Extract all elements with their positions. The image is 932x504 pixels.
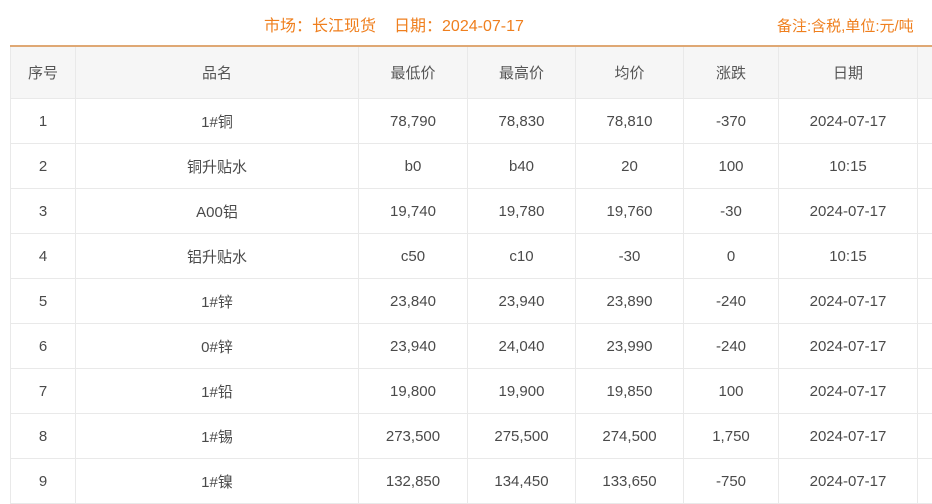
- high-price-cell: 275,500: [468, 414, 576, 459]
- row-number-cell: 2: [11, 144, 76, 189]
- change-cell: -240: [684, 279, 779, 324]
- row-number-cell: 5: [11, 279, 76, 324]
- table-header-row: 序号 品名 最低价 最高价 均价 涨跌 日期: [11, 46, 932, 99]
- date-cell: 10:15: [779, 234, 918, 279]
- low-price-cell: 23,840: [359, 279, 468, 324]
- table-row: 2 铜升贴水 b0 b40 20 100 10:15: [11, 144, 932, 189]
- avg-price-cell: 23,990: [576, 324, 684, 369]
- high-price-cell: 19,780: [468, 189, 576, 234]
- date-label: 日期：2024-07-17: [394, 18, 524, 35]
- change-cell: -240: [684, 324, 779, 369]
- avg-price-cell: 274,500: [576, 414, 684, 459]
- low-price-cell: 132,850: [359, 459, 468, 504]
- low-price-cell: 273,500: [359, 414, 468, 459]
- partial-cell-clipped: [918, 99, 932, 144]
- change-cell: -750: [684, 459, 779, 504]
- avg-price-cell: 23,890: [576, 279, 684, 324]
- change-cell: -370: [684, 99, 779, 144]
- avg-price-cell: 19,850: [576, 369, 684, 414]
- header-high: 最高价: [468, 46, 576, 99]
- partial-cell-clipped: [918, 414, 932, 459]
- low-price-cell: 19,800: [359, 369, 468, 414]
- table-row: 4 铝升贴水 c50 c10 -30 0 10:15: [11, 234, 932, 279]
- high-price-cell: 78,830: [468, 99, 576, 144]
- product-name-cell: A00铝: [76, 189, 359, 234]
- row-number-cell: 4: [11, 234, 76, 279]
- partial-cell-clipped: [918, 279, 932, 324]
- date-cell: 2024-07-17: [779, 369, 918, 414]
- high-price-cell: 24,040: [468, 324, 576, 369]
- header-avg: 均价: [576, 46, 684, 99]
- high-price-cell: c10: [468, 234, 576, 279]
- product-name-cell: 铝升贴水: [76, 234, 359, 279]
- change-cell: 100: [684, 144, 779, 189]
- date-cell: 10:15: [779, 144, 918, 189]
- date-cell: 2024-07-17: [779, 99, 918, 144]
- price-table: 序号 品名 最低价 最高价 均价 涨跌 日期 1 1#铜 78,790 78,8…: [10, 45, 932, 504]
- high-price-cell: 23,940: [468, 279, 576, 324]
- table-row: 5 1#锌 23,840 23,940 23,890 -240 2024-07-…: [11, 279, 932, 324]
- avg-price-cell: 78,810: [576, 99, 684, 144]
- product-name-cell: 铜升贴水: [76, 144, 359, 189]
- page-title: 市场：长江现货 日期：2024-07-17: [264, 12, 524, 36]
- change-cell: 0: [684, 234, 779, 279]
- table-row: 3 A00铝 19,740 19,780 19,760 -30 2024-07-…: [11, 189, 932, 234]
- table-row: 6 0#锌 23,940 24,040 23,990 -240 2024-07-…: [11, 324, 932, 369]
- partial-cell-clipped: [918, 459, 932, 504]
- product-name-cell: 1#铜: [76, 99, 359, 144]
- header-date: 日期: [779, 46, 918, 99]
- high-price-cell: b40: [468, 144, 576, 189]
- header-partial-clipped: [918, 46, 932, 99]
- product-name-cell: 1#铅: [76, 369, 359, 414]
- table-row: 7 1#铅 19,800 19,900 19,850 100 2024-07-1…: [11, 369, 932, 414]
- date-cell: 2024-07-17: [779, 189, 918, 234]
- avg-price-cell: 20: [576, 144, 684, 189]
- change-cell: -30: [684, 189, 779, 234]
- date-cell: 2024-07-17: [779, 414, 918, 459]
- table-row: 9 1#镍 132,850 134,450 133,650 -750 2024-…: [11, 459, 932, 504]
- table-row: 1 1#铜 78,790 78,830 78,810 -370 2024-07-…: [11, 99, 932, 144]
- date-cell: 2024-07-17: [779, 279, 918, 324]
- avg-price-cell: -30: [576, 234, 684, 279]
- date-cell: 2024-07-17: [779, 459, 918, 504]
- header-no: 序号: [11, 46, 76, 99]
- header-name: 品名: [76, 46, 359, 99]
- product-name-cell: 1#镍: [76, 459, 359, 504]
- low-price-cell: 78,790: [359, 99, 468, 144]
- partial-cell-clipped: [918, 324, 932, 369]
- partial-cell-clipped: [918, 144, 932, 189]
- change-cell: 100: [684, 369, 779, 414]
- row-number-cell: 9: [11, 459, 76, 504]
- row-number-cell: 6: [11, 324, 76, 369]
- high-price-cell: 134,450: [468, 459, 576, 504]
- low-price-cell: c50: [359, 234, 468, 279]
- header-change: 涨跌: [684, 46, 779, 99]
- partial-cell-clipped: [918, 189, 932, 234]
- row-number-cell: 7: [11, 369, 76, 414]
- avg-price-cell: 19,760: [576, 189, 684, 234]
- low-price-cell: b0: [359, 144, 468, 189]
- row-number-cell: 3: [11, 189, 76, 234]
- header-low: 最低价: [359, 46, 468, 99]
- product-name-cell: 1#锡: [76, 414, 359, 459]
- high-price-cell: 19,900: [468, 369, 576, 414]
- row-number-cell: 1: [11, 99, 76, 144]
- low-price-cell: 23,940: [359, 324, 468, 369]
- price-table-body: 1 1#铜 78,790 78,830 78,810 -370 2024-07-…: [11, 99, 932, 504]
- product-name-cell: 1#锌: [76, 279, 359, 324]
- date-cell: 2024-07-17: [779, 324, 918, 369]
- market-label: 市场：长江现货: [264, 18, 376, 35]
- avg-price-cell: 133,650: [576, 459, 684, 504]
- remark-note: 备注:含税,单位:元/吨: [777, 15, 914, 36]
- partial-cell-clipped: [918, 369, 932, 414]
- table-row: 8 1#锡 273,500 275,500 274,500 1,750 2024…: [11, 414, 932, 459]
- low-price-cell: 19,740: [359, 189, 468, 234]
- row-number-cell: 8: [11, 414, 76, 459]
- price-table-container: 序号 品名 最低价 最高价 均价 涨跌 日期 1 1#铜 78,790 78,8…: [10, 45, 932, 504]
- partial-cell-clipped: [918, 234, 932, 279]
- product-name-cell: 0#锌: [76, 324, 359, 369]
- change-cell: 1,750: [684, 414, 779, 459]
